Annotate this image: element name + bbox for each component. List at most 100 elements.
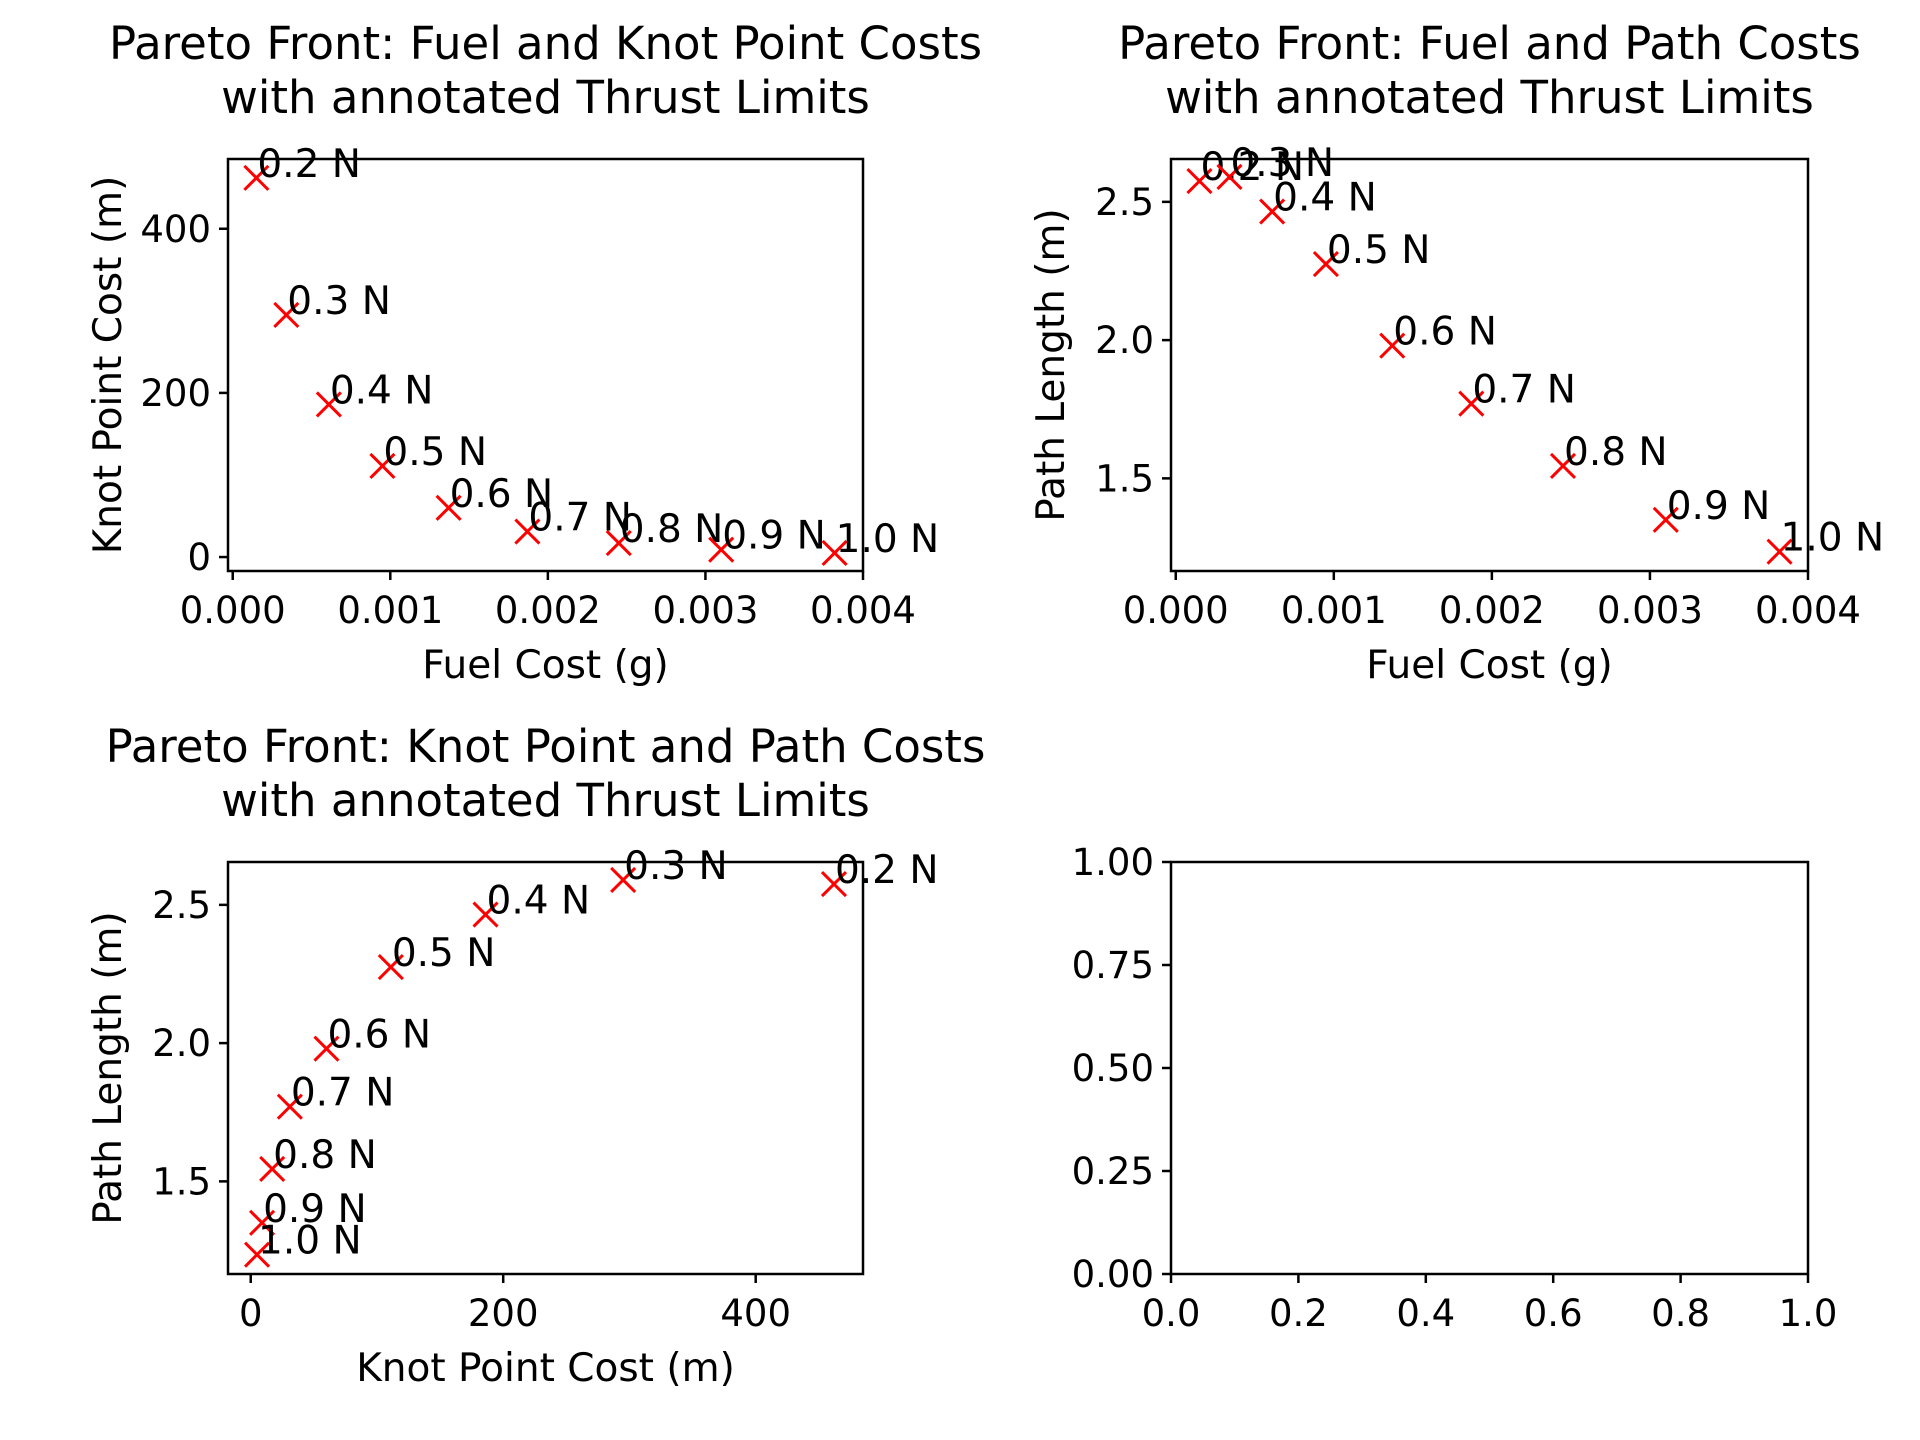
x-tick-label: 0.0 [1142,1292,1201,1335]
point-annotation: 0.2 N [835,848,939,893]
data-point-marker [1652,506,1679,533]
point-annotation: 0.3 N [287,279,391,324]
point-annotation: 0.6 N [450,472,554,517]
data-point-marker [1458,390,1485,417]
point-annotation: 0.8 N [1564,430,1668,475]
x-tick-label: 1.0 [1779,1292,1838,1335]
point-annotation: 0.2 N [1200,145,1304,190]
chart-title-line-1: Pareto Front: Fuel and Knot Point Costs [109,17,982,70]
point-annotation: 0.6 N [327,1013,431,1058]
chart-title-line-1: Pareto Front: Knot Point and Path Costs [106,720,986,773]
x-tick-label: 0.2 [1269,1292,1328,1335]
data-point-marker [1766,538,1793,565]
y-tick-label: 1.5 [1095,457,1154,500]
y-axis-label: Knot Point Cost (m) [86,176,131,555]
x-tick-label: 0 [239,1292,263,1335]
data-point-marker [369,452,396,480]
x-tick-label: 0.8 [1651,1292,1710,1335]
x-tick-label: 0.004 [810,589,916,632]
point-annotation: 0.9 N [263,1187,367,1232]
y-tick-label: 2.5 [152,884,211,927]
point-annotation: 0.3 N [624,844,728,889]
chart-title-line-2: with annotated Thrust Limits [1165,71,1814,124]
axes-frame [1169,157,1810,573]
point-annotation: 0.5 N [1327,228,1431,273]
point-annotation: 0.4 N [487,879,591,924]
y-tick-label: 2.0 [1095,319,1154,362]
data-point-marker [514,518,541,545]
point-annotation: 0.9 N [722,514,826,559]
x-tick-label: 0.001 [337,589,443,632]
point-annotation: 0.6 N [1393,310,1497,355]
data-point-marker [243,1241,271,1268]
point-annotation: 0.7 N [291,1071,395,1116]
point-annotation: 0.4 N [1273,176,1377,221]
data-point-marker [249,1209,276,1236]
data-point-marker [259,1155,286,1182]
x-tick-label: 0.004 [1755,589,1861,632]
point-annotation: 0.5 N [383,430,487,475]
x-axis-label: Fuel Cost (g) [1366,643,1613,688]
x-tick-label: 0.4 [1396,1292,1455,1335]
point-annotation: 0.8 N [620,507,724,552]
x-tick-label: 400 [720,1292,791,1335]
y-tick-label: 0.00 [1072,1253,1154,1296]
y-tick-label: 400 [140,208,211,251]
data-point-marker [377,954,404,981]
data-point-marker [1312,251,1339,278]
x-axis-label: Fuel Cost (g) [422,643,669,688]
chart-title-line-2: with annotated Thrust Limits [221,71,870,124]
y-tick-label: 0 [187,536,211,579]
data-point-marker [1186,168,1213,195]
point-annotation: 0.3 N [1230,141,1334,186]
x-tick-label: 0.002 [1439,589,1545,632]
data-point-marker [276,1093,303,1120]
point-annotation: 0.7 N [528,496,632,541]
x-tick-label: 0.003 [652,589,758,632]
x-axis-label: Knot Point Cost (m) [356,1346,735,1391]
point-annotation: 0.8 N [273,1133,377,1178]
data-point-marker [472,901,499,928]
axes-frame [226,860,865,1276]
data-point-marker [1216,163,1243,191]
x-tick-label: 0.000 [180,589,286,632]
point-annotation: 0.7 N [1472,368,1576,413]
x-tick-label: 0.6 [1524,1292,1583,1335]
chart-title-line-2: with annotated Thrust Limits [221,774,870,827]
y-axis-label: Path Length (m) [86,911,131,1224]
y-tick-label: 0.25 [1072,1150,1154,1193]
point-annotation: 0.2 N [257,142,361,187]
point-annotation: 0.4 N [330,368,434,413]
y-tick-label: 2.5 [1095,181,1154,224]
point-annotation: 0.5 N [392,931,496,976]
data-point-marker [1549,452,1577,479]
data-point-marker [1379,332,1406,359]
x-tick-label: 200 [468,1292,539,1335]
x-tick-label: 0.000 [1123,589,1229,632]
data-point-marker [821,539,848,567]
data-point-marker [820,871,848,898]
data-point-marker [435,494,462,521]
data-point-marker [313,1035,340,1062]
x-tick-label: 0.002 [495,589,601,632]
point-annotation: 1.0 N [1781,516,1885,561]
point-annotation: 1.0 N [258,1219,362,1264]
y-tick-label: 1.00 [1072,841,1154,884]
chart-title-line-1: Pareto Front: Fuel and Path Costs [1118,17,1861,70]
chart-panel-1: Pareto Front: Fuel and Knot Point Costsw… [86,17,982,688]
point-annotation: 1.0 N [836,517,940,562]
y-axis-label: Path Length (m) [1029,208,1074,521]
y-tick-label: 0.75 [1072,944,1154,987]
data-point-marker [273,301,300,328]
y-tick-label: 1.5 [152,1160,211,1203]
data-point-marker [243,164,270,191]
data-point-marker [610,866,637,894]
data-point-marker [708,536,735,563]
y-tick-label: 2.0 [152,1022,211,1065]
data-point-marker [1259,198,1286,225]
y-tick-label: 0.50 [1072,1047,1154,1090]
data-point-marker [605,530,632,557]
x-tick-label: 0.003 [1597,589,1703,632]
